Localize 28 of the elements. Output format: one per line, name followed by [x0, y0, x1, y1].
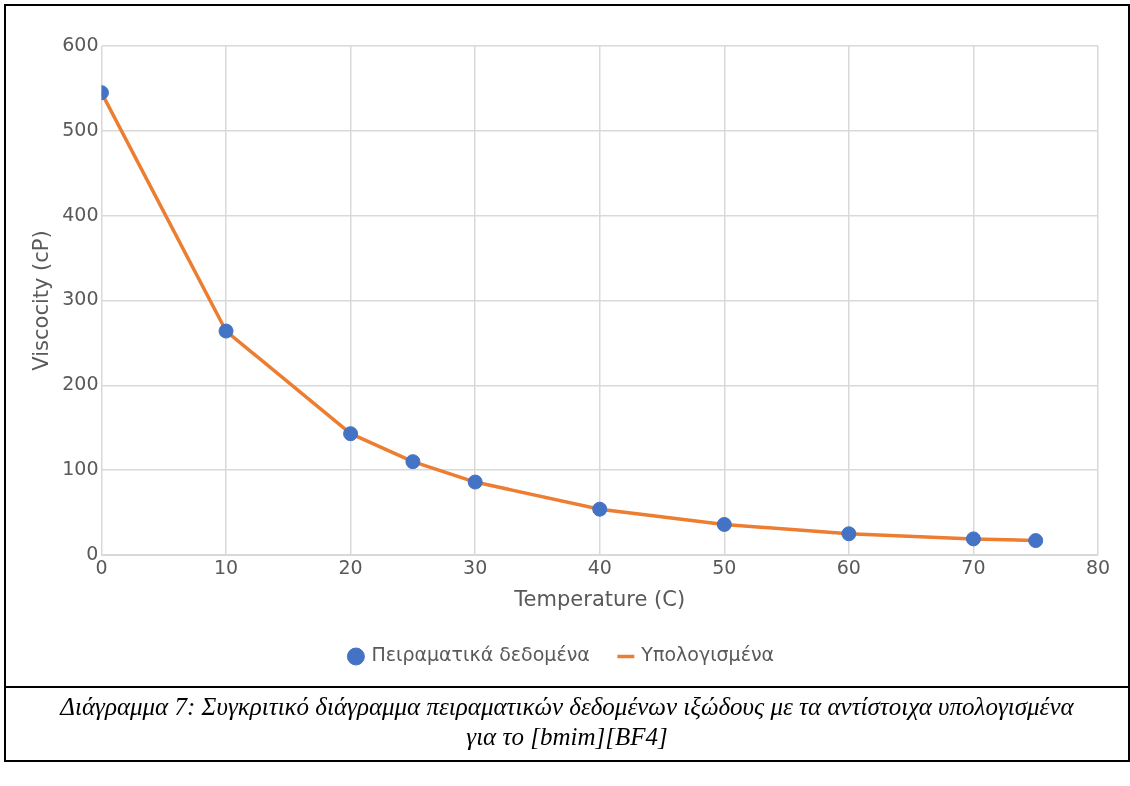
x-tick-label: 50: [712, 556, 737, 579]
y-tick-label: 100: [62, 457, 99, 480]
point: [716, 516, 732, 532]
legend-label: Πειραματικά δεδομένα: [371, 643, 590, 666]
x-tick-label: 70: [961, 556, 986, 579]
x-tick-label: 10: [213, 556, 239, 579]
y-tick-label: 200: [62, 372, 99, 395]
y-tick-label: 500: [62, 117, 99, 140]
text: Διάγραμμα 7: Συγκριτικό διάγραμμα πειραματικών δεδομένων ιξώδους με τα αντίστοιχα υπολογισμένα για το [bmim][BF4]: [6, 686, 1128, 760]
point: [467, 474, 483, 490]
x-tick-label: 80: [1085, 556, 1111, 579]
y-axis-title: Viscocity (cP): [29, 230, 54, 371]
point: [343, 426, 359, 442]
y-tick-label: 300: [62, 287, 99, 310]
x-tick-label: 60: [836, 556, 861, 579]
point: [405, 454, 421, 470]
point: [218, 323, 234, 339]
point: [592, 501, 608, 517]
legend-label: Υπολογισμένα: [640, 643, 775, 666]
point: [965, 531, 981, 547]
y-tick-label: 400: [62, 202, 99, 225]
x-tick-label: 40: [587, 556, 612, 579]
y-tick-label: 600: [62, 32, 99, 55]
point: [841, 526, 857, 542]
x-tick-label: 20: [338, 556, 363, 579]
x-axis-title: Temperature (C): [513, 586, 686, 611]
x-tick-label: 30: [463, 556, 488, 579]
point: [1028, 533, 1044, 549]
